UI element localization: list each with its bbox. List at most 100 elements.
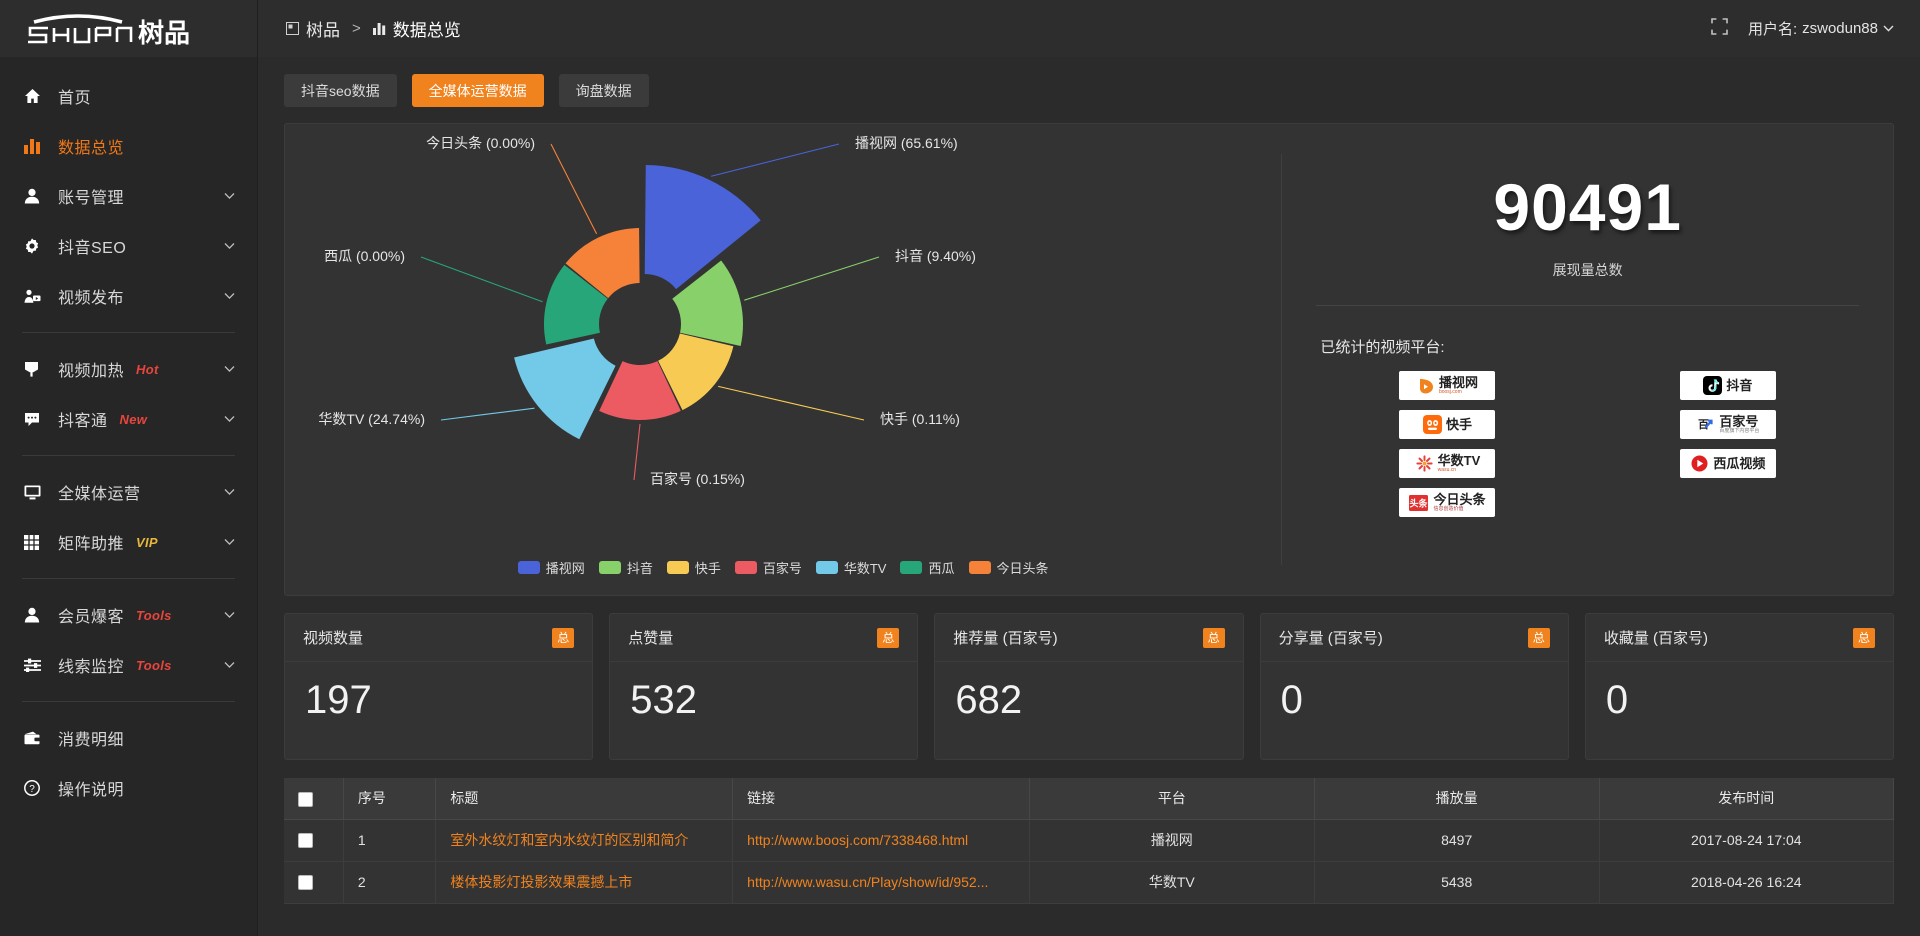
- platform-logo-wasu[interactable]: 华数TV wasu.cn: [1344, 449, 1550, 478]
- sidebar-divider: [22, 578, 235, 579]
- card-value: 0: [1605, 678, 1629, 722]
- select-all-header[interactable]: [284, 778, 344, 820]
- row-published: 2018-04-26 16:24: [1599, 861, 1895, 904]
- table-row[interactable]: 1 室外水纹灯和室内水纹灯的区别和简介 http://www.boosj.com…: [284, 819, 1895, 862]
- sidebar-item-label: 矩阵助推: [58, 536, 125, 553]
- column-published: 发布时间: [1599, 778, 1895, 820]
- brand-logo[interactable]: 树品: [0, 0, 257, 57]
- sidebar-item-tag: VIP: [136, 534, 158, 550]
- legend-item[interactable]: 华数TV: [815, 558, 886, 577]
- user-icon: [24, 186, 46, 206]
- pie-slice[interactable]: [644, 164, 761, 290]
- row-title-link[interactable]: 室外水纹灯和室内水纹灯的区别和简介: [450, 832, 689, 848]
- sidebar-item-label: 抖音SEO: [58, 240, 127, 257]
- sidebar-item-doucketong[interactable]: 抖客通 New: [0, 394, 257, 444]
- sidebar-item-account-management[interactable]: 账号管理: [0, 171, 257, 221]
- row-title[interactable]: 室外水纹灯和室内水纹灯的区别和简介: [435, 819, 734, 862]
- card-title: 点赞量: [628, 630, 674, 647]
- status-badge: 总: [1527, 627, 1550, 648]
- sidebar-item-home[interactable]: 首页: [0, 71, 257, 121]
- platform-logo-baijiahao[interactable]: 百 百家号 百度旗下内容平台: [1625, 410, 1831, 439]
- legend-label: 百家号: [762, 561, 802, 576]
- row-title[interactable]: 楼体投影灯投影效果震撼上市: [435, 861, 734, 904]
- sidebar-item-instructions[interactable]: ? 操作说明: [0, 763, 257, 813]
- pie-leader-line: [718, 385, 865, 421]
- pie-slice[interactable]: [658, 333, 734, 411]
- pie-slice[interactable]: [514, 338, 616, 440]
- platform-logo-boosj[interactable]: 播视网 boosj.com: [1344, 371, 1550, 400]
- card-value: 682: [955, 678, 1023, 722]
- legend-item[interactable]: 西瓜: [900, 558, 955, 577]
- fullscreen-icon[interactable]: [1711, 18, 1728, 39]
- sidebar-item-matrix-boost[interactable]: 矩阵助推 VIP: [0, 517, 257, 567]
- sidebar-item-label: 全媒体运营: [58, 486, 141, 503]
- sidebar-item-video-boost[interactable]: 视频加热 Hot: [0, 344, 257, 394]
- breadcrumb-root[interactable]: 树品: [286, 16, 340, 41]
- sidebar-item-omnimedia-ops[interactable]: 全媒体运营: [0, 467, 257, 517]
- sidebar-item-label: 首页: [58, 90, 92, 107]
- sidebar-item-label: 消费明细: [58, 732, 125, 749]
- row-link[interactable]: http://www.boosj.com/7338468.html: [732, 819, 1030, 862]
- tab-inquiry-data[interactable]: 询盘数据: [558, 74, 649, 107]
- row-select-cell[interactable]: [284, 819, 344, 862]
- chevron-down-icon: [224, 193, 235, 200]
- svg-text:头条: 头条: [1410, 497, 1429, 508]
- row-checkbox[interactable]: [298, 833, 313, 849]
- svg-text:树品: 树品: [138, 18, 190, 48]
- boosj-logo-icon: [1419, 378, 1433, 393]
- platform-logo-toutiao[interactable]: 头条 今日头条 信息创造价值: [1344, 488, 1550, 517]
- pie-slice[interactable]: [565, 228, 640, 299]
- summary-divider: [1316, 305, 1859, 306]
- sidebar-item-lead-monitor[interactable]: 线索监控 Tools: [0, 640, 257, 690]
- breadcrumb: 树品 > 数据总览: [286, 16, 461, 41]
- select-all-checkbox[interactable]: [298, 791, 313, 807]
- platform-logo-kuaishou[interactable]: 快手: [1344, 410, 1550, 439]
- row-platform: 播视网: [1029, 819, 1315, 862]
- platform-logo-douyin[interactable]: 抖音: [1625, 371, 1831, 400]
- platform-logo-xigua[interactable]: 西瓜视频: [1625, 449, 1831, 478]
- pie-leader-line: [633, 423, 641, 481]
- pie-slice-label: 今日头条 (0.00%): [426, 135, 535, 151]
- content-area: 抖音seo数据 全媒体运营数据 询盘数据 播视网 (65.61%) 抖音 (9.4…: [258, 57, 1920, 936]
- legend-item[interactable]: 今日头条: [968, 558, 1049, 577]
- chevron-down-icon: [224, 489, 235, 496]
- pie-slice[interactable]: [672, 260, 743, 346]
- tab-omnimedia-ops-data[interactable]: 全媒体运营数据: [411, 74, 544, 107]
- platforms-title: 已统计的视频平台:: [1320, 339, 1445, 356]
- row-checkbox[interactable]: [298, 875, 313, 891]
- sidebar-item-member-leads[interactable]: 会员爆客 Tools: [0, 590, 257, 640]
- user-label: 用户名:: [1747, 21, 1798, 38]
- sidebar-item-label: 视频发布: [58, 290, 125, 307]
- rose-chart-svg: 播视网 (65.61%) 抖音 (9.40%) 快手 (0.11%) 百家号 (0.1…: [318, 135, 976, 487]
- column-plays: 播放量: [1314, 778, 1600, 820]
- sidebar-item-douyin-seo[interactable]: 抖音SEO: [0, 221, 257, 271]
- row-select-cell[interactable]: [284, 861, 344, 904]
- pie-slice[interactable]: [599, 361, 681, 420]
- sidebar-item-label: 数据总览: [58, 140, 125, 157]
- sidebar-item-tag: Tools: [136, 607, 172, 623]
- tab-douyin-seo-data[interactable]: 抖音seo数据: [284, 74, 397, 107]
- monitor-icon: [24, 482, 46, 502]
- wasu-logo-icon: [1416, 455, 1433, 472]
- legend-item[interactable]: 抖音: [598, 558, 653, 577]
- legend-item[interactable]: 快手: [666, 558, 721, 577]
- total-impressions-label: 展现量总数: [1552, 262, 1623, 278]
- chart-legend: 播视网 抖音 快手 百家号 华数TV 西瓜 今日头条: [285, 558, 1281, 577]
- row-link[interactable]: http://www.wasu.cn/Play/show/id/952...: [732, 861, 1030, 904]
- sidebar-item-video-publish[interactable]: 视频发布: [0, 271, 257, 321]
- user-menu[interactable]: 用户名: zswodun88: [1748, 18, 1894, 39]
- sidebar-item-billing-details[interactable]: 消费明细: [0, 713, 257, 763]
- row-index: 2: [343, 861, 437, 904]
- sidebar-item-data-overview[interactable]: 数据总览: [0, 121, 257, 171]
- sliders-icon: [24, 655, 46, 675]
- row-title-link[interactable]: 楼体投影灯投影效果震撼上市: [450, 874, 633, 890]
- legend-item[interactable]: 播视网: [517, 558, 585, 577]
- table-row[interactable]: 2 楼体投影灯投影效果震撼上市 http://www.wasu.cn/Play/…: [284, 861, 1895, 904]
- pie-slice[interactable]: [544, 264, 608, 345]
- legend-item[interactable]: 百家号: [734, 558, 802, 577]
- row-link-anchor[interactable]: http://www.wasu.cn/Play/show/id/952...: [747, 874, 989, 890]
- card-title: 视频数量: [303, 630, 364, 647]
- row-link-anchor[interactable]: http://www.boosj.com/7338468.html: [747, 832, 969, 848]
- video-upload-icon: [24, 286, 46, 306]
